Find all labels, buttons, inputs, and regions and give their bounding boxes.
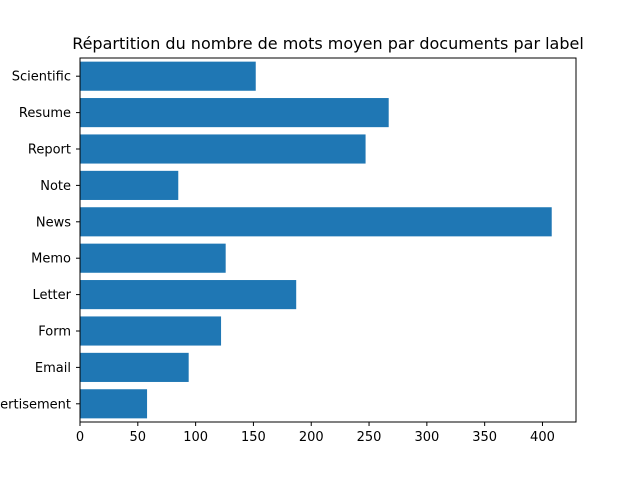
y-tick-label-form: Form (38, 325, 71, 340)
y-tick-label-letter: Letter (32, 288, 71, 303)
axes-frame (79, 57, 577, 423)
x-tick-label-100: 100 (183, 430, 208, 445)
y-tick-label-report: Report (28, 143, 71, 158)
bar-report (80, 134, 366, 164)
y-tick-label-news: News (36, 215, 71, 230)
x-tick-label-50: 50 (130, 430, 147, 445)
y-tick-label-scientific: Scientific (12, 70, 71, 85)
x-tick-label-300: 300 (414, 430, 439, 445)
bar-news (80, 207, 552, 237)
bar-resume (80, 98, 389, 128)
x-tick-label-200: 200 (299, 430, 324, 445)
x-tick-label-250: 250 (357, 430, 382, 445)
x-tick-label-0: 0 (76, 430, 84, 445)
bar-email (80, 352, 189, 382)
x-tick-label-150: 150 (241, 430, 266, 445)
x-tick-label-400: 400 (530, 430, 555, 445)
bar-advertisement (80, 389, 148, 419)
axes: advertisement Email Form Letter Memo News Note… (0, 57, 577, 445)
bar-memo (80, 243, 226, 273)
y-tick-label-note: Note (40, 179, 71, 194)
y-tick-label-resume: Resume (19, 106, 71, 121)
x-tick-label-350: 350 (472, 430, 497, 445)
y-tick-label-memo: Memo (31, 252, 71, 267)
chart-title: Répartition du nombre de mots moyen par … (72, 34, 584, 53)
bar-letter (80, 280, 297, 310)
y-tick-label-advertisement: advertisement (0, 397, 71, 412)
bar-note (80, 170, 179, 200)
y-tick-label-email: Email (35, 361, 71, 376)
bar-scientific (80, 61, 256, 91)
plot-area (80, 61, 552, 419)
bar-form (80, 316, 222, 346)
